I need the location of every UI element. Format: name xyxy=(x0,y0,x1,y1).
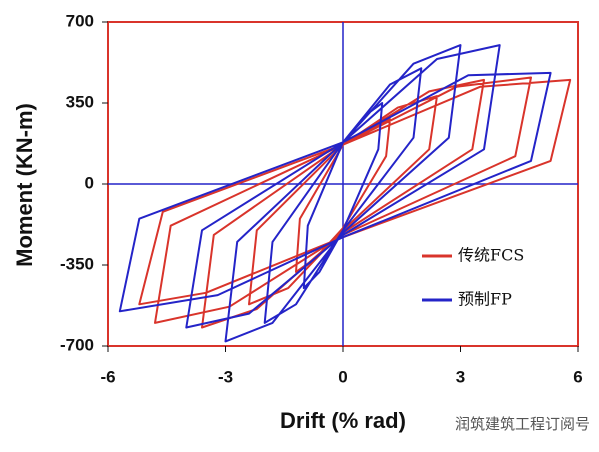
legend-label: 预制FP xyxy=(458,290,512,309)
x-axis-title: Drift (% rad) xyxy=(280,408,406,433)
x-tick-label: 3 xyxy=(456,367,465,386)
y-tick-label: 350 xyxy=(66,92,94,111)
x-tick-label: 6 xyxy=(573,367,582,386)
y-tick-label: 700 xyxy=(66,11,94,30)
x-tick-label: -3 xyxy=(218,367,233,386)
y-tick-label: 0 xyxy=(85,173,94,192)
x-tick-label: -6 xyxy=(100,367,115,386)
watermark: 润筑建筑工程订阅号 xyxy=(455,416,590,433)
legend-label: 传统FCS xyxy=(458,246,524,265)
y-axis-title: Moment (KN-m) xyxy=(12,103,37,267)
series-line xyxy=(118,44,552,343)
y-tick-label: -700 xyxy=(60,335,94,354)
x-tick-label: 0 xyxy=(338,367,347,386)
y-tick-label: -350 xyxy=(60,254,94,273)
